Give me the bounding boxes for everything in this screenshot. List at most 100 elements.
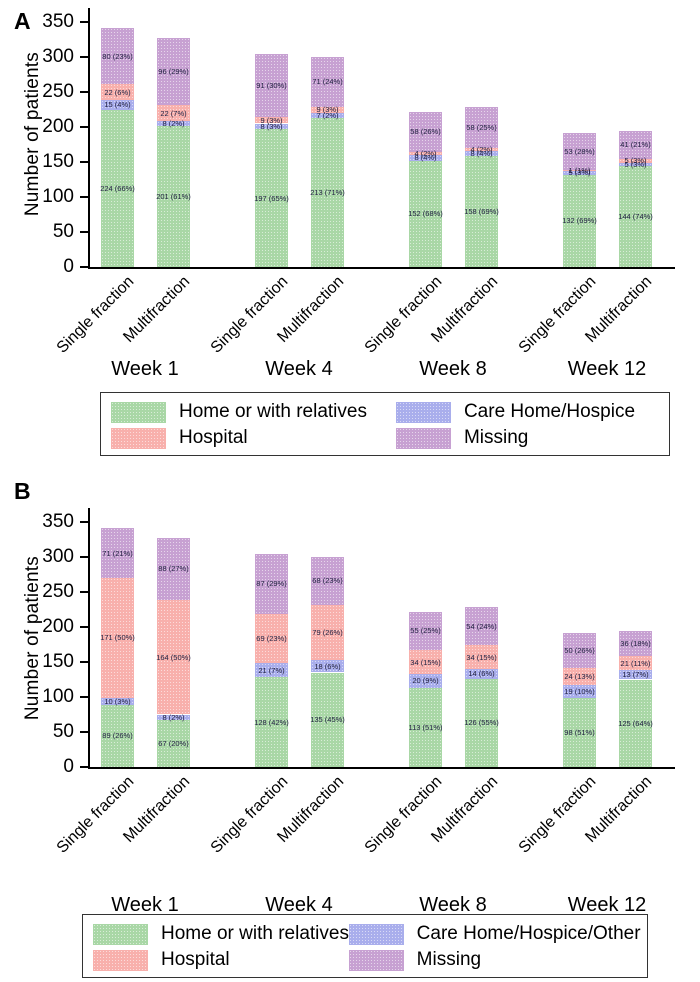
y-tick-label: 250 xyxy=(42,81,74,102)
legend-swatch-hospital xyxy=(93,949,148,971)
bar-segment-label: 164 (50%) xyxy=(156,652,191,662)
bar-segment-care xyxy=(255,662,288,678)
bar-segment-label: 132 (69%) xyxy=(562,216,597,226)
y-tick-label: 350 xyxy=(42,11,74,32)
bar-segment-label: 91 (30%) xyxy=(256,80,287,90)
week-label: Week 12 xyxy=(567,358,647,380)
bar-segment-missing xyxy=(101,28,134,85)
bar-segment-label: 5 (3%) xyxy=(568,168,591,178)
y-tick-label: 0 xyxy=(63,756,74,777)
bar-segment-label: 41 (21%) xyxy=(620,140,651,150)
bar-segment-care xyxy=(101,697,134,705)
y-tick-label: 50 xyxy=(52,721,74,742)
x-tick-label-text: Multifraction xyxy=(582,773,656,847)
bar-segment-label: 19 (10%) xyxy=(564,687,595,697)
bar-segment-home xyxy=(409,160,442,267)
legend-label: Care Home/Hospice/Other xyxy=(416,923,641,944)
legend-item: Missing xyxy=(348,949,637,971)
bar-segment-missing xyxy=(409,611,442,651)
bar-segment-label: 55 (25%) xyxy=(410,626,441,636)
y-tick xyxy=(80,556,88,558)
bar-segment-label: 34 (15%) xyxy=(466,652,497,662)
bar-segment-hospital xyxy=(157,105,190,121)
bar-segment-label: 13 (7%) xyxy=(622,670,649,680)
y-tick-label: 150 xyxy=(42,651,74,672)
bar-segment-label: 144 (74%) xyxy=(618,212,653,222)
bar-segment-hospital xyxy=(619,159,652,163)
bar-segment-care xyxy=(465,150,498,157)
bar-segment-hospital xyxy=(409,650,442,674)
x-axis-line xyxy=(88,767,675,769)
bar-segment-care xyxy=(409,155,442,161)
y-tick xyxy=(80,591,88,593)
bar-segment-label: 9 (3%) xyxy=(260,115,283,125)
bar-segment-label: 80 (23%) xyxy=(102,51,133,61)
bar-segment-label: 79 (26%) xyxy=(312,627,343,637)
bar-segment-hospital xyxy=(255,117,288,124)
bar-segment-home xyxy=(465,156,498,267)
legend-swatch-care xyxy=(395,401,451,423)
bar-segment-home xyxy=(157,126,190,267)
bar-segment-hospital xyxy=(101,578,134,698)
bar-segment-missing xyxy=(311,557,344,605)
bar-segment-care xyxy=(619,162,652,167)
y-tick-label: 150 xyxy=(42,151,74,172)
bar-segment-label: 8 (4%) xyxy=(414,153,437,163)
legend-label: Hospital xyxy=(179,427,248,448)
bar-segment-label: 8 (3%) xyxy=(260,121,283,131)
legend-swatch-care xyxy=(348,923,404,945)
bar-segment-label: 158 (69%) xyxy=(464,207,499,217)
bar-segment-label: 5 (3%) xyxy=(624,156,647,166)
y-tick xyxy=(80,21,88,23)
x-tick-label: Multifraction xyxy=(72,773,194,846)
legend-item: Home or with relatives xyxy=(111,401,396,423)
bar-segment-label: 128 (42%) xyxy=(254,717,289,727)
bar-segment-label: 87 (29%) xyxy=(256,579,287,589)
legend-label: Hospital xyxy=(161,949,230,970)
y-tick-label: 250 xyxy=(42,581,74,602)
panel-a: A Number of patients 0 50 100 150 200 250 300 3… xyxy=(0,0,700,470)
bar-segment-label: 22 (6%) xyxy=(104,87,131,97)
y-tick-label: 200 xyxy=(42,616,74,637)
bar-segment-missing xyxy=(465,607,498,646)
bar-segment-label: 8 (2%) xyxy=(162,712,185,722)
bar-segment-care xyxy=(157,714,190,721)
y-tick xyxy=(80,126,88,128)
legend-item: Hospital xyxy=(111,427,396,449)
y-axis-line xyxy=(88,8,90,269)
bar-segment-home xyxy=(255,129,288,267)
bar-segment-care xyxy=(101,99,134,111)
x-tick-label: Multifraction xyxy=(72,273,194,346)
bar-segment-care xyxy=(619,670,652,680)
bar-segment-home xyxy=(255,677,288,767)
bar-segment-missing xyxy=(465,107,498,148)
y-tick-label: 300 xyxy=(42,546,74,567)
bar-segment-label: 8 (4%) xyxy=(470,149,493,159)
bar-segment-label: 8 (2%) xyxy=(162,119,185,128)
y-tick xyxy=(80,56,88,58)
y-tick xyxy=(80,661,88,663)
y-tick xyxy=(80,696,88,698)
bar-segment-label: 68 (23%) xyxy=(312,576,343,586)
bar-segment-missing xyxy=(255,553,288,615)
legend-label: Missing xyxy=(463,427,529,448)
bar-segment-missing xyxy=(409,111,442,153)
bar-segment-label: 125 (64%) xyxy=(618,718,653,728)
legend-item: Care Home/Hospice xyxy=(395,401,659,423)
bar-segment-hospital xyxy=(465,645,498,669)
bar-segment-label: 36 (18%) xyxy=(620,638,651,648)
bar-segment-label: 171 (50%) xyxy=(100,633,135,643)
bar-segment-missing xyxy=(619,630,652,656)
bar-segment-home xyxy=(465,678,498,767)
bar-segment-label: 113 (51%) xyxy=(408,722,443,732)
bar-segment-label: 53 (28%) xyxy=(564,147,595,157)
y-tick xyxy=(80,231,88,233)
x-tick-label-text: Multifraction xyxy=(582,273,656,347)
y-axis-line xyxy=(88,508,90,769)
y-tick-label: 350 xyxy=(42,511,74,532)
y-tick xyxy=(80,91,88,93)
x-tick-label: Multifraction xyxy=(226,773,348,846)
bar-segment-home xyxy=(101,110,134,267)
bar-segment-label: 201 (61%) xyxy=(156,192,191,202)
